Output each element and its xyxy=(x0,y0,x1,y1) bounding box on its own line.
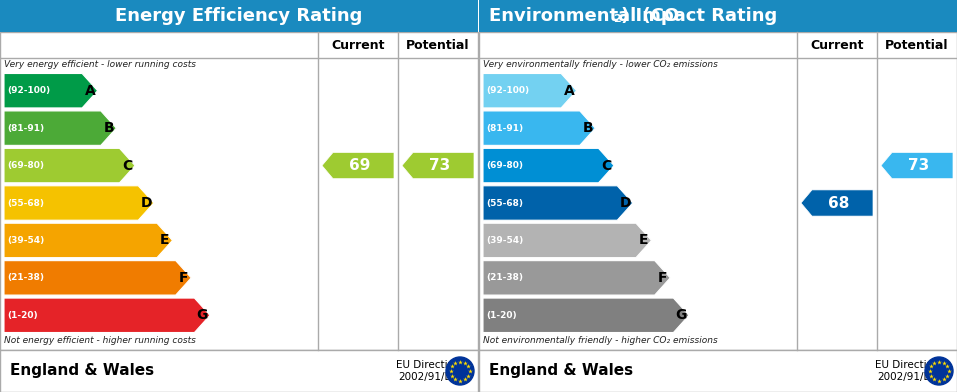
Polygon shape xyxy=(4,223,172,258)
Text: Current: Current xyxy=(331,38,385,51)
Polygon shape xyxy=(483,74,577,108)
Polygon shape xyxy=(881,152,953,179)
Polygon shape xyxy=(483,223,652,258)
Text: (69-80): (69-80) xyxy=(7,161,44,170)
Text: (21-38): (21-38) xyxy=(486,273,523,282)
Text: G: G xyxy=(676,308,687,322)
Text: England & Wales: England & Wales xyxy=(10,363,154,379)
Polygon shape xyxy=(801,190,873,216)
Text: (39-54): (39-54) xyxy=(486,236,523,245)
Polygon shape xyxy=(4,148,135,183)
Text: (92-100): (92-100) xyxy=(7,86,50,95)
Text: (55-68): (55-68) xyxy=(486,198,523,207)
Text: (81-91): (81-91) xyxy=(7,123,44,132)
Polygon shape xyxy=(322,152,394,179)
Circle shape xyxy=(446,357,474,385)
Text: 69: 69 xyxy=(349,158,370,173)
Polygon shape xyxy=(483,186,633,220)
Bar xyxy=(0,32,478,350)
Polygon shape xyxy=(4,261,191,295)
Text: Energy Efficiency Rating: Energy Efficiency Rating xyxy=(115,7,363,25)
Text: 73: 73 xyxy=(908,158,929,173)
Polygon shape xyxy=(4,74,98,108)
Text: C: C xyxy=(122,159,132,172)
Polygon shape xyxy=(4,298,210,332)
Text: Environmental (CO: Environmental (CO xyxy=(489,7,679,25)
Text: E: E xyxy=(639,233,649,247)
Bar xyxy=(479,350,957,392)
Text: Potential: Potential xyxy=(885,38,948,51)
Bar xyxy=(0,350,478,392)
Text: Current: Current xyxy=(811,38,864,51)
Text: F: F xyxy=(179,271,189,285)
Polygon shape xyxy=(483,261,670,295)
Text: Very energy efficient - lower running costs: Very energy efficient - lower running co… xyxy=(4,60,196,69)
Text: G: G xyxy=(196,308,208,322)
Text: F: F xyxy=(657,271,667,285)
Text: (55-68): (55-68) xyxy=(7,198,44,207)
Text: E: E xyxy=(160,233,169,247)
Bar xyxy=(479,0,957,32)
Bar xyxy=(479,32,957,350)
Text: EU Directive
2002/91/EC: EU Directive 2002/91/EC xyxy=(875,360,939,382)
Text: B: B xyxy=(582,121,593,135)
Polygon shape xyxy=(402,152,474,179)
Text: A: A xyxy=(84,84,96,98)
Text: 68: 68 xyxy=(829,196,850,211)
Circle shape xyxy=(925,357,953,385)
Text: D: D xyxy=(141,196,152,210)
Text: (21-38): (21-38) xyxy=(7,273,44,282)
Polygon shape xyxy=(483,148,614,183)
Text: 73: 73 xyxy=(430,158,451,173)
Polygon shape xyxy=(4,111,117,145)
Polygon shape xyxy=(483,298,689,332)
Text: (39-54): (39-54) xyxy=(7,236,44,245)
Text: EU Directive
2002/91/EC: EU Directive 2002/91/EC xyxy=(396,360,460,382)
Text: 2: 2 xyxy=(613,14,621,24)
Text: (81-91): (81-91) xyxy=(486,123,523,132)
Text: (92-100): (92-100) xyxy=(486,86,529,95)
Text: A: A xyxy=(564,84,574,98)
Text: (1-20): (1-20) xyxy=(486,311,517,320)
Text: (1-20): (1-20) xyxy=(7,311,37,320)
Text: D: D xyxy=(619,196,631,210)
Polygon shape xyxy=(483,111,595,145)
Text: Very environmentally friendly - lower CO₂ emissions: Very environmentally friendly - lower CO… xyxy=(483,60,718,69)
Text: England & Wales: England & Wales xyxy=(489,363,634,379)
Text: ) Impact Rating: ) Impact Rating xyxy=(621,7,777,25)
Text: Potential: Potential xyxy=(407,38,470,51)
Text: C: C xyxy=(601,159,612,172)
Polygon shape xyxy=(4,186,154,220)
Text: (69-80): (69-80) xyxy=(486,161,523,170)
Bar xyxy=(0,0,478,32)
Text: Not environmentally friendly - higher CO₂ emissions: Not environmentally friendly - higher CO… xyxy=(483,336,718,345)
Text: B: B xyxy=(103,121,114,135)
Text: Not energy efficient - higher running costs: Not energy efficient - higher running co… xyxy=(4,336,196,345)
